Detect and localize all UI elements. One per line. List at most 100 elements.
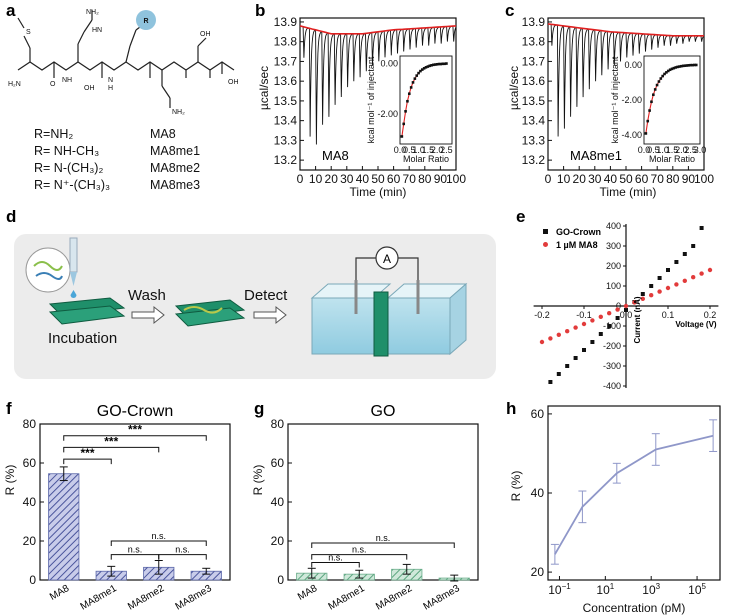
legend-marker-gocrown <box>543 229 548 234</box>
y-tick-label: 60 <box>531 407 545 421</box>
inset-point <box>674 66 678 69</box>
droplet-icon <box>70 290 77 298</box>
legend-label: GO-Crown <box>556 227 601 237</box>
x-tick-label: 80 <box>418 172 432 186</box>
inset-point <box>441 62 445 66</box>
name-2: MA8me2 <box>150 161 200 175</box>
category-label: MA8me3 <box>174 583 215 613</box>
atom-n: N <box>108 77 113 84</box>
x-tick-label: 30 <box>588 172 602 186</box>
inset-point <box>657 80 661 83</box>
inset-y-tick-label: -2.00 <box>377 109 398 119</box>
name-3: MA8me3 <box>150 178 200 192</box>
y-tick-label: 13.2 <box>522 153 546 167</box>
ma8-point <box>632 300 637 305</box>
inset-x-label: Molar Ratio <box>403 154 449 164</box>
atom-oh-end: OH <box>228 79 239 86</box>
y-tick-label: 0 <box>29 573 36 587</box>
significance-bracket <box>63 446 160 453</box>
ma8-point <box>539 339 545 345</box>
ma8-point <box>590 318 595 323</box>
x-tick-label: 0.0 <box>620 310 633 320</box>
significance-bracket <box>63 435 207 441</box>
y-tick-label: 13.9 <box>274 15 298 29</box>
inset-point <box>668 68 672 72</box>
wash-text: Wash <box>128 287 166 304</box>
y-tick-label: 0 <box>277 573 284 587</box>
inset-point <box>648 109 651 112</box>
inset-point <box>644 132 648 135</box>
panel-h-label: h <box>506 399 516 418</box>
inset-point <box>400 135 404 138</box>
ma8-point <box>682 278 687 283</box>
inset-point <box>424 66 428 69</box>
inset-y-tick-label: -4.00 <box>621 130 642 140</box>
inset-point <box>422 67 426 70</box>
significance-bracket <box>110 554 160 560</box>
x-tick-exponent: 1 <box>610 582 615 591</box>
c-annotation: MA8me1 <box>570 148 622 163</box>
atom-nh2-side: NH₂ <box>172 109 185 116</box>
significance-bracket <box>311 542 455 548</box>
ma8-point <box>665 285 671 291</box>
y-tick-label: 20 <box>271 534 285 548</box>
significance-label: n.s. <box>151 531 166 541</box>
inset-x-tick-label: 1.5 <box>422 145 435 155</box>
ma8-point <box>573 325 578 330</box>
inset-point <box>653 88 657 91</box>
x-tick-label: 10 <box>557 172 571 186</box>
ma8-point <box>657 289 662 294</box>
detect-arrow <box>253 305 287 325</box>
inset-point <box>406 99 409 103</box>
inset-x-label: Molar Ratio <box>649 154 695 164</box>
y-tick-label: -400 <box>603 381 621 391</box>
gocrown-point <box>682 252 687 256</box>
category-label: MA8me1 <box>327 583 368 613</box>
f-ylabel: R (%) <box>3 465 17 496</box>
inset-point <box>665 71 668 74</box>
x-tick-label: 105 <box>688 582 706 597</box>
x-tick-label: 90 <box>682 172 696 186</box>
significance-label: *** <box>80 446 94 460</box>
inset-point <box>680 64 683 68</box>
category-label: MA8 <box>296 583 320 603</box>
inset-point <box>676 65 679 69</box>
x-tick-label: 40 <box>604 172 618 186</box>
y-tick-label: -300 <box>603 361 621 371</box>
gocrown-point <box>640 292 645 296</box>
ammeter-icon <box>375 246 399 270</box>
legend-marker-ma8 <box>543 242 548 247</box>
panel-b-label: b <box>255 1 265 20</box>
x-tick-label: -0.2 <box>534 310 550 320</box>
category-label: MA8me2 <box>126 583 167 613</box>
category-label: MA8 <box>48 583 72 603</box>
y-tick-label: 13.3 <box>522 133 546 147</box>
inset-point <box>659 77 663 80</box>
name-1: MA8me1 <box>150 144 200 158</box>
significance-bracket <box>311 554 408 560</box>
x-tick-label: 0.2 <box>704 310 717 320</box>
h-ylabel: R (%) <box>509 471 523 502</box>
x-tick-label: 80 <box>666 172 680 186</box>
y-tick-label: 60 <box>271 456 285 470</box>
r-def-2: R= N-(CH₃)₂ <box>34 161 103 175</box>
gocrown-point <box>548 380 553 384</box>
ma8-point <box>649 293 654 298</box>
plot-frame <box>287 423 479 581</box>
detect-step: Detect A <box>244 246 468 357</box>
incubation-text: Incubation <box>48 330 117 347</box>
x-tick-label: 20 <box>573 172 587 186</box>
inset-point <box>681 64 685 68</box>
gocrown-point <box>657 276 662 280</box>
significance-label: *** <box>104 434 118 448</box>
inset-x-tick-label: 1.5 <box>666 145 679 155</box>
inset-x-tick-label: 2.0 <box>431 145 444 155</box>
y-tick-label: 40 <box>531 486 545 500</box>
inset-point <box>411 81 415 84</box>
ma8-point <box>623 303 629 309</box>
x-tick-label: 70 <box>651 172 665 186</box>
gocrown-point <box>607 324 612 328</box>
y-tick-label: 20 <box>531 565 545 579</box>
y-tick-label: 13.5 <box>522 94 546 108</box>
